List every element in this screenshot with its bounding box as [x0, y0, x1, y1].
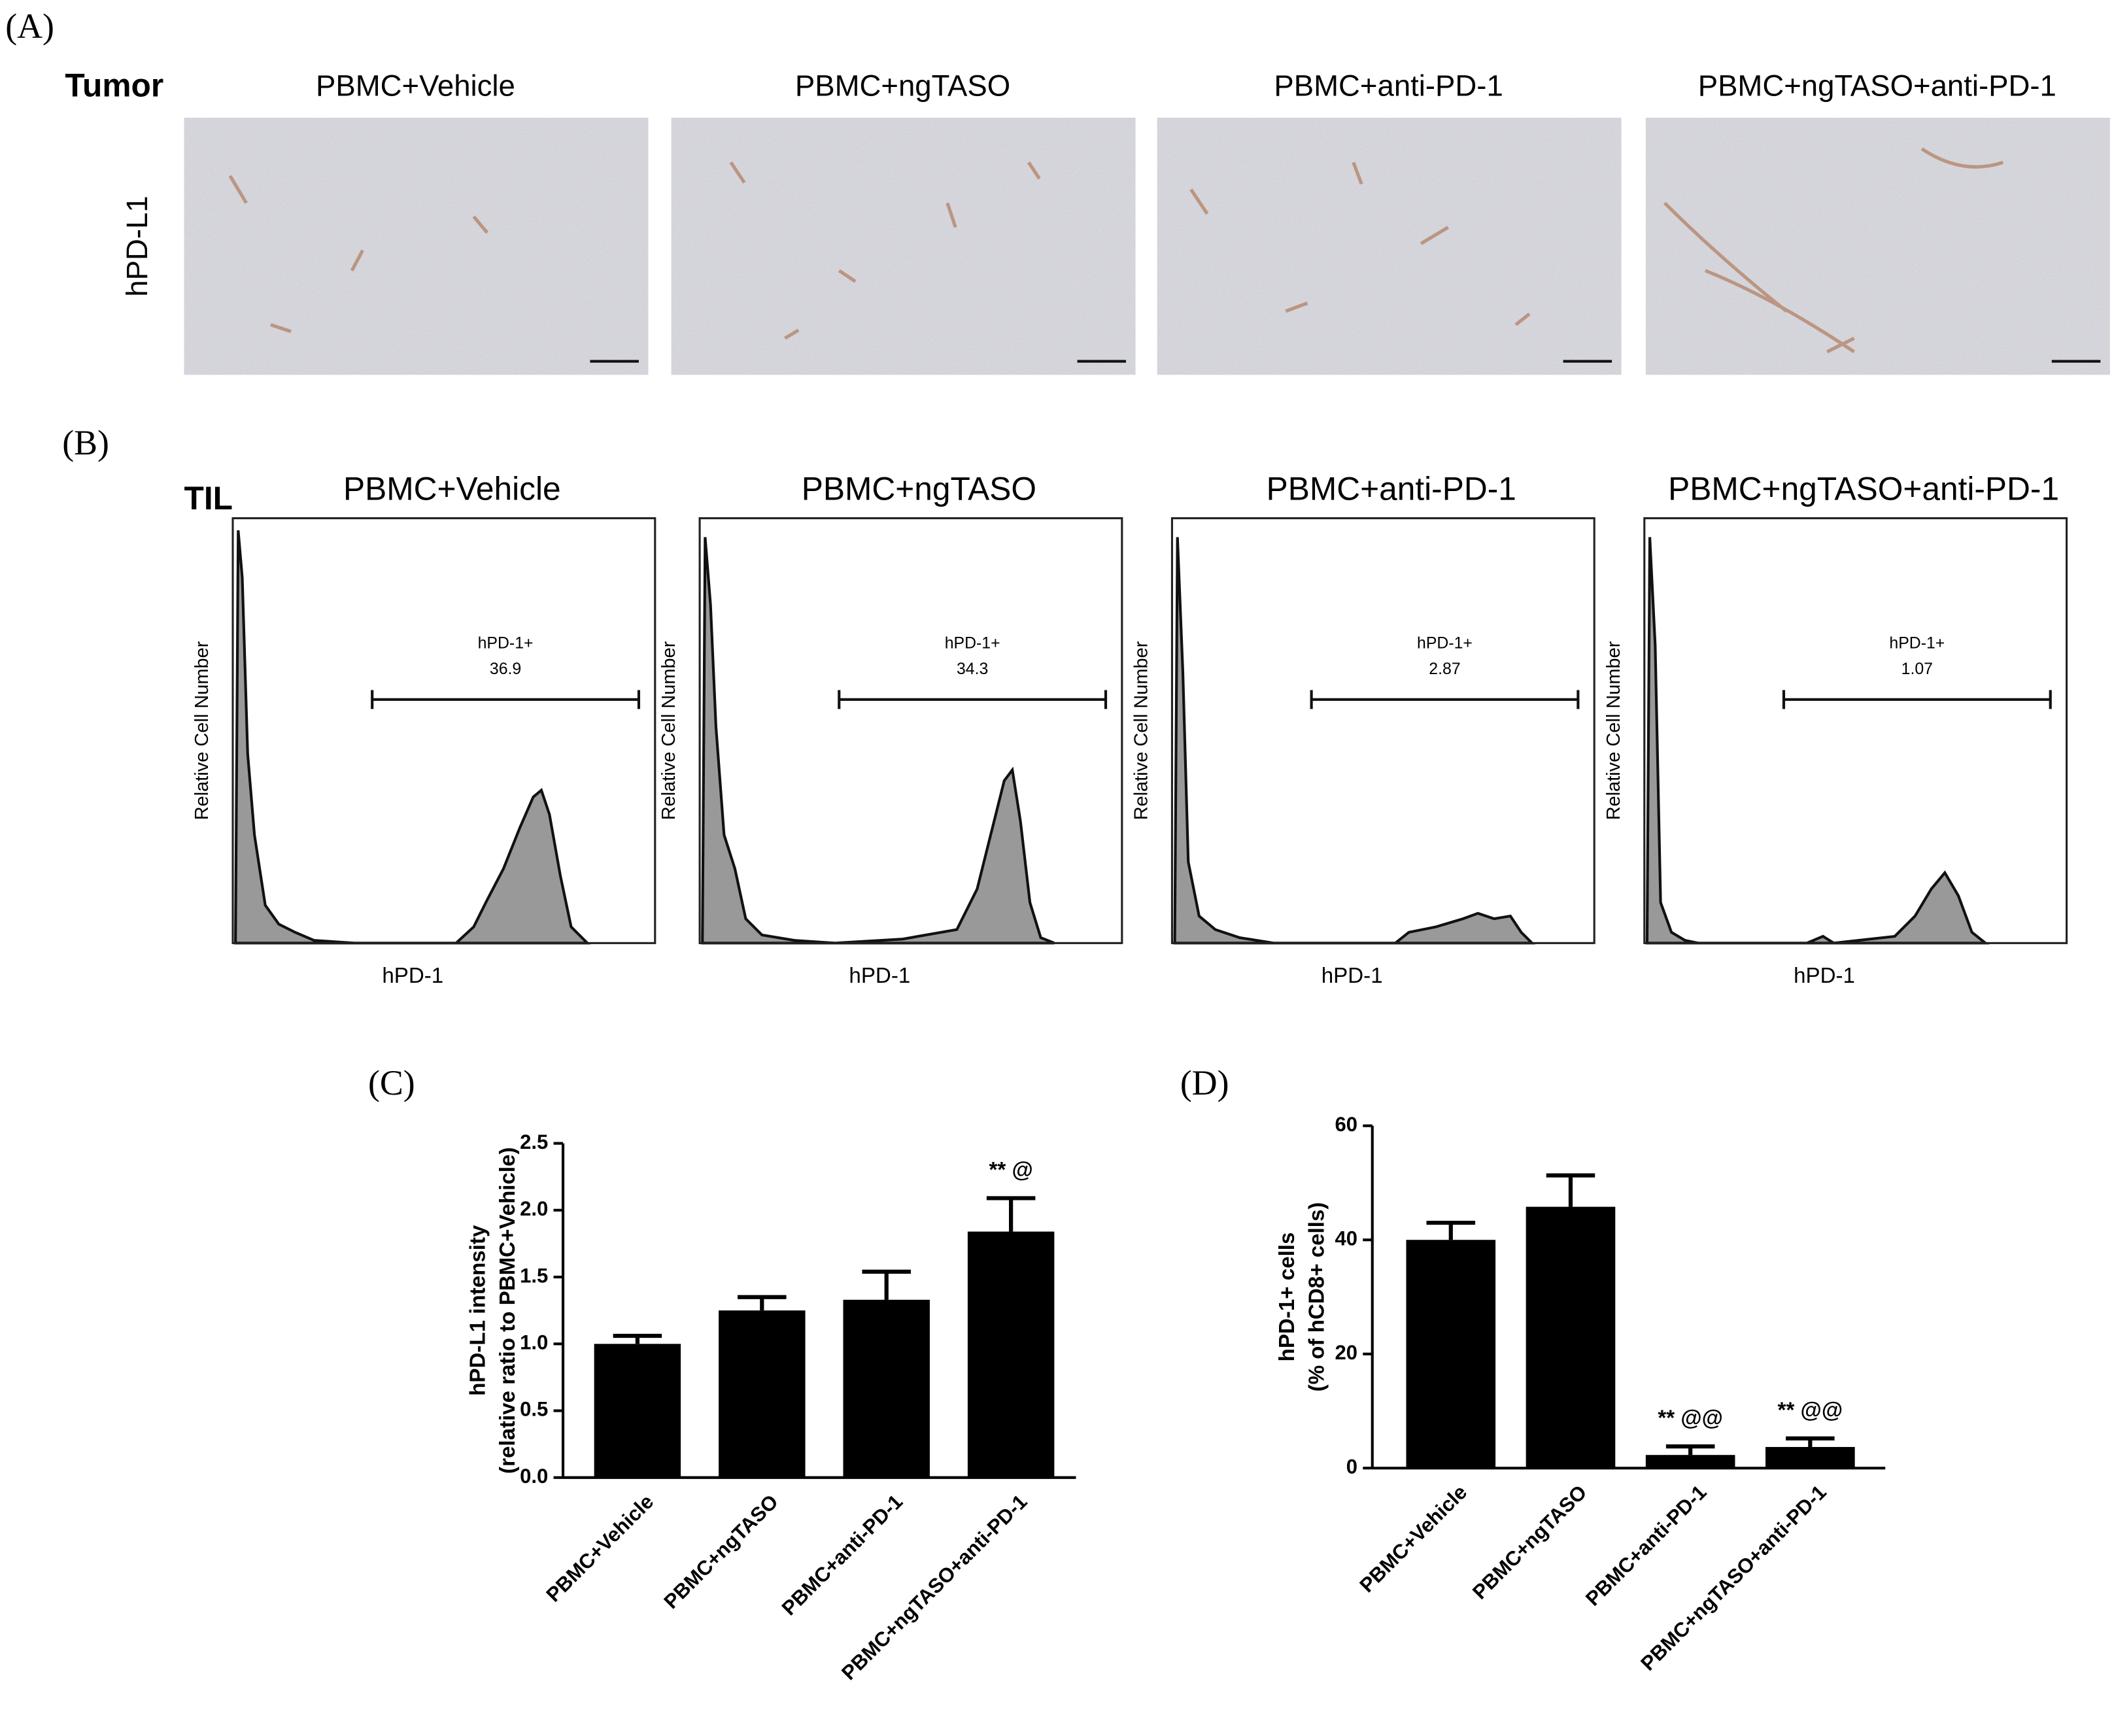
- x-tick-label: PBMC+anti-PD-1: [777, 1490, 908, 1620]
- x-tick-label: PBMC+Vehicle: [1355, 1480, 1471, 1597]
- significance-label: ** @@: [1778, 1398, 1843, 1422]
- x-axis-label: hPD-1: [1794, 964, 1855, 988]
- row-label: Tumor: [65, 67, 163, 104]
- y-tick-label: 1.0: [520, 1331, 548, 1354]
- bar: [843, 1299, 930, 1478]
- y-axis-label: Relative Cell Number: [1131, 641, 1152, 820]
- image-title: PBMC+Vehicle: [316, 69, 515, 103]
- panel-label: (B): [62, 423, 109, 462]
- image-title: PBMC+ngTASO+anti-PD-1: [1698, 69, 2056, 103]
- stain-marks: [1663, 147, 2004, 354]
- y-axis-label: hPD-1+ cells: [1275, 1233, 1299, 1362]
- gate-name: hPD-1+: [1417, 635, 1473, 653]
- significance-label: ** @: [989, 1158, 1032, 1182]
- tissue-texture: [671, 118, 1136, 375]
- bar: [1526, 1206, 1616, 1469]
- x-tick-label: PBMC+ngTASO: [659, 1490, 782, 1613]
- image-title: PBMC+ngTASO: [795, 69, 1010, 103]
- panel-label: (D): [1180, 1063, 1229, 1102]
- bar: [1406, 1240, 1496, 1469]
- gate-value: 36.9: [490, 660, 521, 678]
- y-tick-label: 0.5: [520, 1398, 548, 1421]
- significance-label: ** @@: [1658, 1406, 1723, 1430]
- y-tick-label: 2.0: [520, 1197, 548, 1220]
- panels-c-d: (C) hPD-L1 intensity (relative ratio to PB…: [368, 1063, 1886, 1684]
- y-axis-label: (relative ratio to PBMC+Vehicle): [496, 1147, 520, 1474]
- panel-label: (A): [5, 7, 54, 46]
- gate-name: hPD-1+: [478, 635, 534, 653]
- plot-title: PBMC+ngTASO: [802, 470, 1036, 507]
- x-tick-label: PBMC+ngTASO: [1468, 1480, 1591, 1603]
- plot-frame: [231, 517, 656, 944]
- bar: [719, 1310, 806, 1478]
- gate-name: hPD-1+: [945, 635, 1000, 653]
- y-axis-label: (% of hCD8+ cells): [1305, 1202, 1329, 1392]
- histogram: [234, 530, 591, 945]
- stain-label: hPD-L1: [120, 196, 154, 296]
- image-title: PBMC+anti-PD-1: [1274, 69, 1503, 103]
- stain-marks: [729, 161, 1041, 340]
- plot-title: PBMC+anti-PD-1: [1267, 470, 1516, 507]
- histogram: [1173, 537, 1535, 945]
- row-label: TIL: [184, 480, 232, 517]
- y-tick-label: 40: [1335, 1227, 1357, 1250]
- y-axis-label: Relative Cell Number: [192, 641, 213, 820]
- bar: [967, 1231, 1055, 1478]
- y-tick-label: 60: [1335, 1113, 1357, 1136]
- tissue-texture: [1157, 118, 1622, 375]
- gate-value: 34.3: [957, 660, 988, 678]
- histogram: [701, 537, 1055, 945]
- tissue-texture: [1645, 118, 2110, 375]
- x-axis-label: hPD-1: [382, 964, 443, 988]
- tissue-texture: [184, 118, 649, 375]
- gate-value: 1.07: [1901, 660, 1933, 678]
- bar: [594, 1344, 681, 1478]
- x-axis-label: hPD-1: [1321, 964, 1383, 988]
- panel-label: (C): [368, 1063, 415, 1102]
- y-tick-label: 1.5: [520, 1264, 548, 1287]
- panel-b: PBMC+Vehicle hPD-1+ 36.9 Relative Cell Numb…: [192, 470, 2068, 988]
- stain-marks: [228, 175, 489, 333]
- y-tick-label: 20: [1335, 1341, 1357, 1364]
- y-tick-label: 0.0: [520, 1465, 548, 1488]
- y-axis-label: Relative Cell Number: [1603, 641, 1624, 820]
- y-tick-label: 0: [1346, 1455, 1357, 1478]
- panel-a: PBMC+Vehicle PBMC+ngTASO PBMC+anti-PD-1 PBM…: [184, 69, 2110, 375]
- y-axis-label: Relative Cell Number: [658, 641, 679, 820]
- x-axis-label: hPD-1: [849, 964, 910, 988]
- histogram: [1645, 537, 1990, 945]
- gate-name: hPD-1+: [1889, 635, 1945, 653]
- gate-value: 2.87: [1429, 660, 1460, 678]
- y-tick-label: 2.5: [520, 1131, 548, 1153]
- y-axis-label: hPD-L1 intensity: [466, 1225, 490, 1396]
- stain-marks: [1189, 162, 1531, 326]
- plot-frame: [1643, 517, 2068, 944]
- plot-title: PBMC+ngTASO+anti-PD-1: [1668, 470, 2059, 507]
- x-tick-label: PBMC+Vehicle: [541, 1490, 658, 1607]
- bar: [1765, 1446, 1855, 1469]
- plot-frame: [1170, 517, 1595, 944]
- plot-title: PBMC+Vehicle: [343, 470, 561, 507]
- x-tick-label: PBMC+anti-PD-1: [1581, 1480, 1711, 1610]
- plot-frame: [698, 517, 1123, 944]
- bar: [1645, 1455, 1735, 1469]
